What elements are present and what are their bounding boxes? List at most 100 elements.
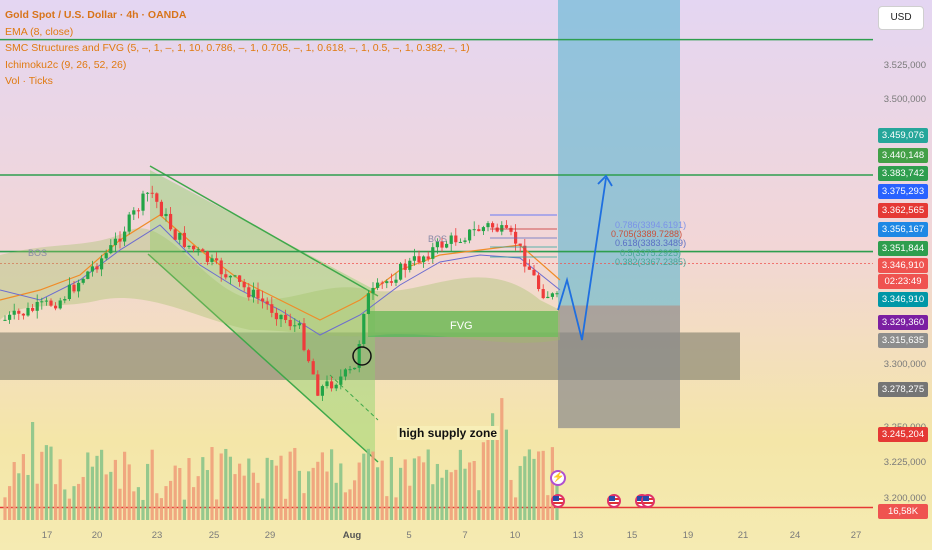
- volume-bar: [440, 477, 444, 520]
- candle: [293, 325, 297, 327]
- legend-ema[interactable]: EMA (8, close): [5, 25, 74, 38]
- volume-bar: [3, 497, 7, 520]
- volume-bar: [435, 463, 439, 520]
- candle: [541, 289, 545, 299]
- legend-smc[interactable]: SMC Structures and FVG (5, –, 1, –, 1, 1…: [5, 42, 470, 54]
- candle: [100, 258, 104, 270]
- volume-bar: [463, 468, 467, 520]
- volume-bar: [169, 480, 173, 520]
- volume-bar: [118, 488, 122, 520]
- candle: [58, 300, 62, 309]
- candle: [481, 227, 485, 232]
- volume-bar: [104, 474, 108, 520]
- volume-bar: [58, 459, 62, 520]
- candle: [307, 350, 311, 362]
- candle: [26, 307, 30, 316]
- price-tag: 3.278,275: [878, 382, 928, 397]
- time-tick: 7: [462, 530, 468, 541]
- candle: [399, 263, 403, 280]
- legend-volume[interactable]: Vol · Ticks: [5, 75, 53, 87]
- volume-bar: [261, 498, 265, 520]
- volume-bar: [362, 453, 366, 520]
- candle: [491, 223, 495, 228]
- volume-bar: [8, 486, 12, 520]
- volume-bar: [192, 487, 196, 520]
- candle: [431, 247, 435, 259]
- candle: [201, 249, 205, 252]
- volume-bar: [100, 449, 104, 520]
- candle: [224, 274, 228, 278]
- candle: [90, 266, 94, 272]
- ema-line: [0, 214, 561, 321]
- time-tick: 13: [572, 530, 584, 541]
- candle: [12, 310, 16, 315]
- candle: [136, 210, 140, 212]
- time-tick: 25: [208, 530, 220, 541]
- candle: [146, 192, 150, 194]
- volume-bar: [150, 449, 154, 520]
- currency-button[interactable]: USD: [878, 6, 924, 30]
- indicator-legend: Gold Spot / U.S. Dollar · 4h · OANDA EMA…: [5, 7, 470, 90]
- candle: [440, 241, 444, 248]
- volume-bar: [44, 445, 48, 520]
- candle: [284, 314, 288, 320]
- volume-bar: [284, 498, 288, 520]
- us-flag-icon[interactable]: [551, 494, 565, 508]
- volume-bar: [472, 461, 476, 520]
- price-axis[interactable]: 3.525,0003.500,0003.475,0003.300,0003.25…: [873, 0, 932, 550]
- candle: [463, 240, 467, 242]
- candle: [357, 343, 361, 368]
- candle: [178, 232, 182, 240]
- candle: [458, 241, 462, 243]
- candle: [104, 253, 108, 259]
- volume-bar: [509, 479, 513, 520]
- price-tag: 3.375,293: [878, 184, 928, 199]
- volume-bar: [196, 476, 200, 520]
- candle: [141, 193, 145, 211]
- candle: [316, 374, 320, 396]
- volume-bar: [408, 485, 412, 520]
- volume-bar: [458, 449, 462, 520]
- high-supply-zone-label: high supply zone: [397, 426, 499, 440]
- time-tick: 10: [509, 530, 521, 541]
- volume-bar: [537, 451, 541, 520]
- lightning-event-icon[interactable]: ⚡: [550, 470, 566, 486]
- candle: [504, 225, 508, 228]
- volume-bar: [422, 462, 426, 520]
- volume-bar: [159, 498, 163, 520]
- fib-label-05: 0.5(3375.2925): [620, 248, 682, 258]
- volume-bar: [504, 429, 508, 520]
- volume-bar: [527, 449, 531, 520]
- volume-bar: [380, 460, 384, 520]
- candle: [77, 282, 81, 292]
- time-tick: 27: [850, 530, 862, 541]
- candle: [353, 367, 357, 370]
- candle: [270, 304, 274, 313]
- bos-label-left: BOS: [28, 248, 48, 258]
- symbol-title[interactable]: Gold Spot / U.S. Dollar · 4h · OANDA: [5, 9, 187, 21]
- us-flag-icon[interactable]: [641, 494, 655, 508]
- candle: [403, 263, 407, 270]
- volume-bar: [12, 462, 16, 520]
- volume-bar: [95, 455, 99, 520]
- volume-bar: [389, 456, 393, 520]
- price-chart[interactable]: [0, 0, 873, 550]
- bos-label-mid: BOS: [428, 234, 448, 244]
- volume-bar: [316, 461, 320, 520]
- candle: [426, 256, 430, 259]
- volume-bar: [219, 453, 223, 520]
- legend-ichimoku[interactable]: Ichimoku2c (9, 26, 52, 26): [5, 58, 127, 71]
- us-flag-icon[interactable]: [607, 494, 621, 508]
- volume-bar: [541, 450, 545, 520]
- candle: [454, 235, 458, 243]
- volume-bar: [532, 458, 536, 520]
- volume-bar: [279, 455, 283, 520]
- candle: [394, 279, 398, 283]
- time-tick: 29: [264, 530, 276, 541]
- candle: [118, 238, 122, 242]
- candle: [449, 235, 453, 244]
- candle: [385, 281, 389, 284]
- price-tick: 3.525,000: [883, 60, 926, 71]
- candle: [123, 231, 127, 242]
